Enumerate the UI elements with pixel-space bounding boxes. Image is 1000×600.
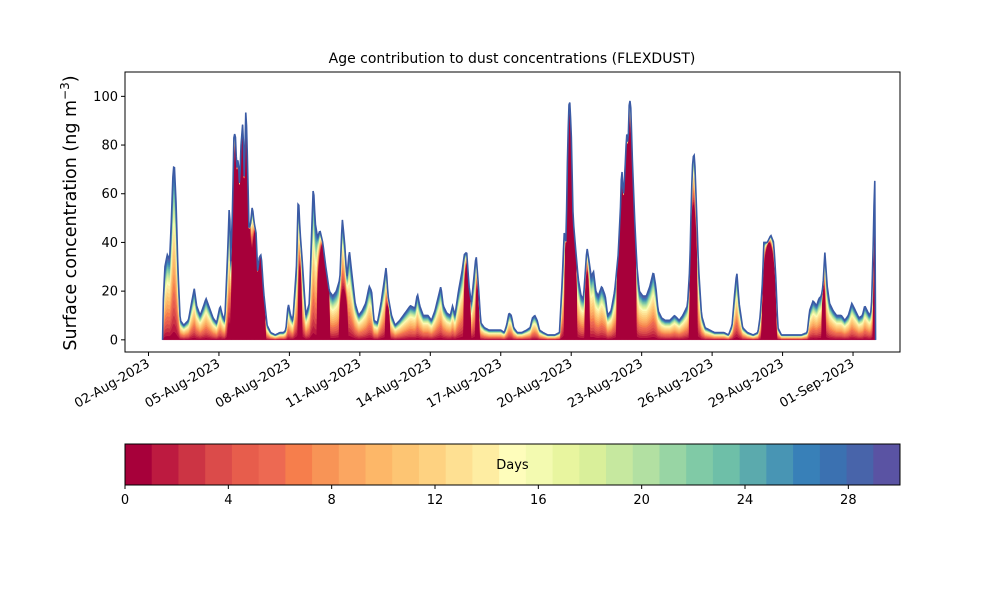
colorbar-tick-label: 8: [328, 493, 336, 508]
x-tick-label: 14-Aug-2023: [354, 356, 434, 411]
age-layer-0: [162, 105, 876, 341]
colorbar-swatch: [499, 444, 527, 485]
colorbar-tick-label: 28: [840, 493, 857, 508]
colorbar-swatch: [712, 444, 741, 485]
colorbar-swatch: [205, 444, 233, 485]
x-tick-label: 05-Aug-2023: [143, 356, 223, 411]
colorbar-swatch: [258, 444, 286, 485]
colorbar-swatch: [151, 444, 179, 485]
x-tick-label: 17-Aug-2023: [424, 356, 504, 411]
colorbar-swatch: [231, 444, 260, 485]
chart-title: Age contribution to dust concentrations …: [329, 51, 696, 67]
colorbar-swatch: [819, 444, 848, 485]
y-tick-label: 40: [101, 236, 118, 251]
y-tick-label: 20: [101, 285, 118, 300]
y-axis-label-main: Surface concentration (ng m: [61, 100, 81, 351]
colorbar-swatch: [285, 444, 313, 485]
colorbar-swatch: [606, 444, 634, 485]
colorbar-swatch: [418, 444, 447, 485]
colorbar-tick-label: 16: [530, 493, 547, 508]
colorbar-swatch: [766, 444, 794, 485]
y-axis-label: Surface concentration (ng m−3): [58, 75, 81, 350]
x-tick-label: 23-Aug-2023: [565, 356, 645, 411]
colorbar: Days 0 4 8 12 16 20 24 28: [121, 443, 901, 508]
colorbar-swatch: [525, 444, 554, 485]
colorbar-tick-label: 4: [224, 493, 232, 508]
colorbar-tick-label: 12: [427, 493, 444, 508]
y-tick-label: 80: [101, 139, 118, 154]
x-tick-label: 29-Aug-2023: [706, 356, 786, 411]
colorbar-swatch: [686, 444, 714, 485]
total-concentration-line: [161, 100, 877, 340]
colorbar-swatch: [873, 444, 901, 485]
x-tick-label: 11-Aug-2023: [284, 356, 364, 411]
colorbar-swatch: [178, 444, 206, 485]
colorbar-swatch: [632, 444, 660, 485]
colorbar-swatch: [579, 444, 607, 485]
age-layers: [162, 100, 876, 341]
y-tick-label: 100: [93, 90, 118, 105]
y-axis-label-exponent: −3: [58, 82, 72, 100]
plot-frame: [124, 71, 901, 353]
x-tick-label: 08-Aug-2023: [213, 356, 293, 411]
x-axis-ticks: 02-Aug-202305-Aug-202308-Aug-202311-Aug-…: [72, 352, 857, 412]
colorbar-swatch: [338, 444, 367, 485]
y-tick-label: 0: [110, 333, 118, 348]
y-axis-label-close: ): [61, 75, 81, 82]
colorbar-tick-label: 0: [121, 493, 129, 508]
x-tick-label: 20-Aug-2023: [495, 356, 575, 411]
colorbar-swatch: [472, 444, 500, 485]
colorbar-frame: [124, 443, 901, 486]
colorbar-swatch: [739, 444, 767, 485]
colorbar-swatch: [445, 444, 473, 485]
y-axis-ticks: 0 20 40 60 80 100: [93, 90, 125, 348]
colorbar-swatch: [365, 444, 393, 485]
colorbar-swatch: [793, 444, 821, 485]
colorbar-label: Days: [496, 458, 529, 473]
colorbar-swatch: [312, 444, 340, 485]
x-tick-label: 26-Aug-2023: [636, 356, 716, 411]
colorbar-swatch: [659, 444, 687, 485]
colorbar-tick-label: 24: [737, 493, 754, 508]
colorbar-tick-label: 20: [633, 493, 650, 508]
x-tick-label: 01-Sep-2023: [777, 356, 857, 411]
x-tick-label: 02-Aug-2023: [72, 356, 152, 411]
y-tick-label: 60: [101, 187, 118, 202]
colorbar-swatch: [846, 444, 874, 485]
colorbar-swatch: [125, 444, 153, 485]
colorbar-swatch: [552, 444, 580, 485]
colorbar-swatch: [392, 444, 420, 485]
